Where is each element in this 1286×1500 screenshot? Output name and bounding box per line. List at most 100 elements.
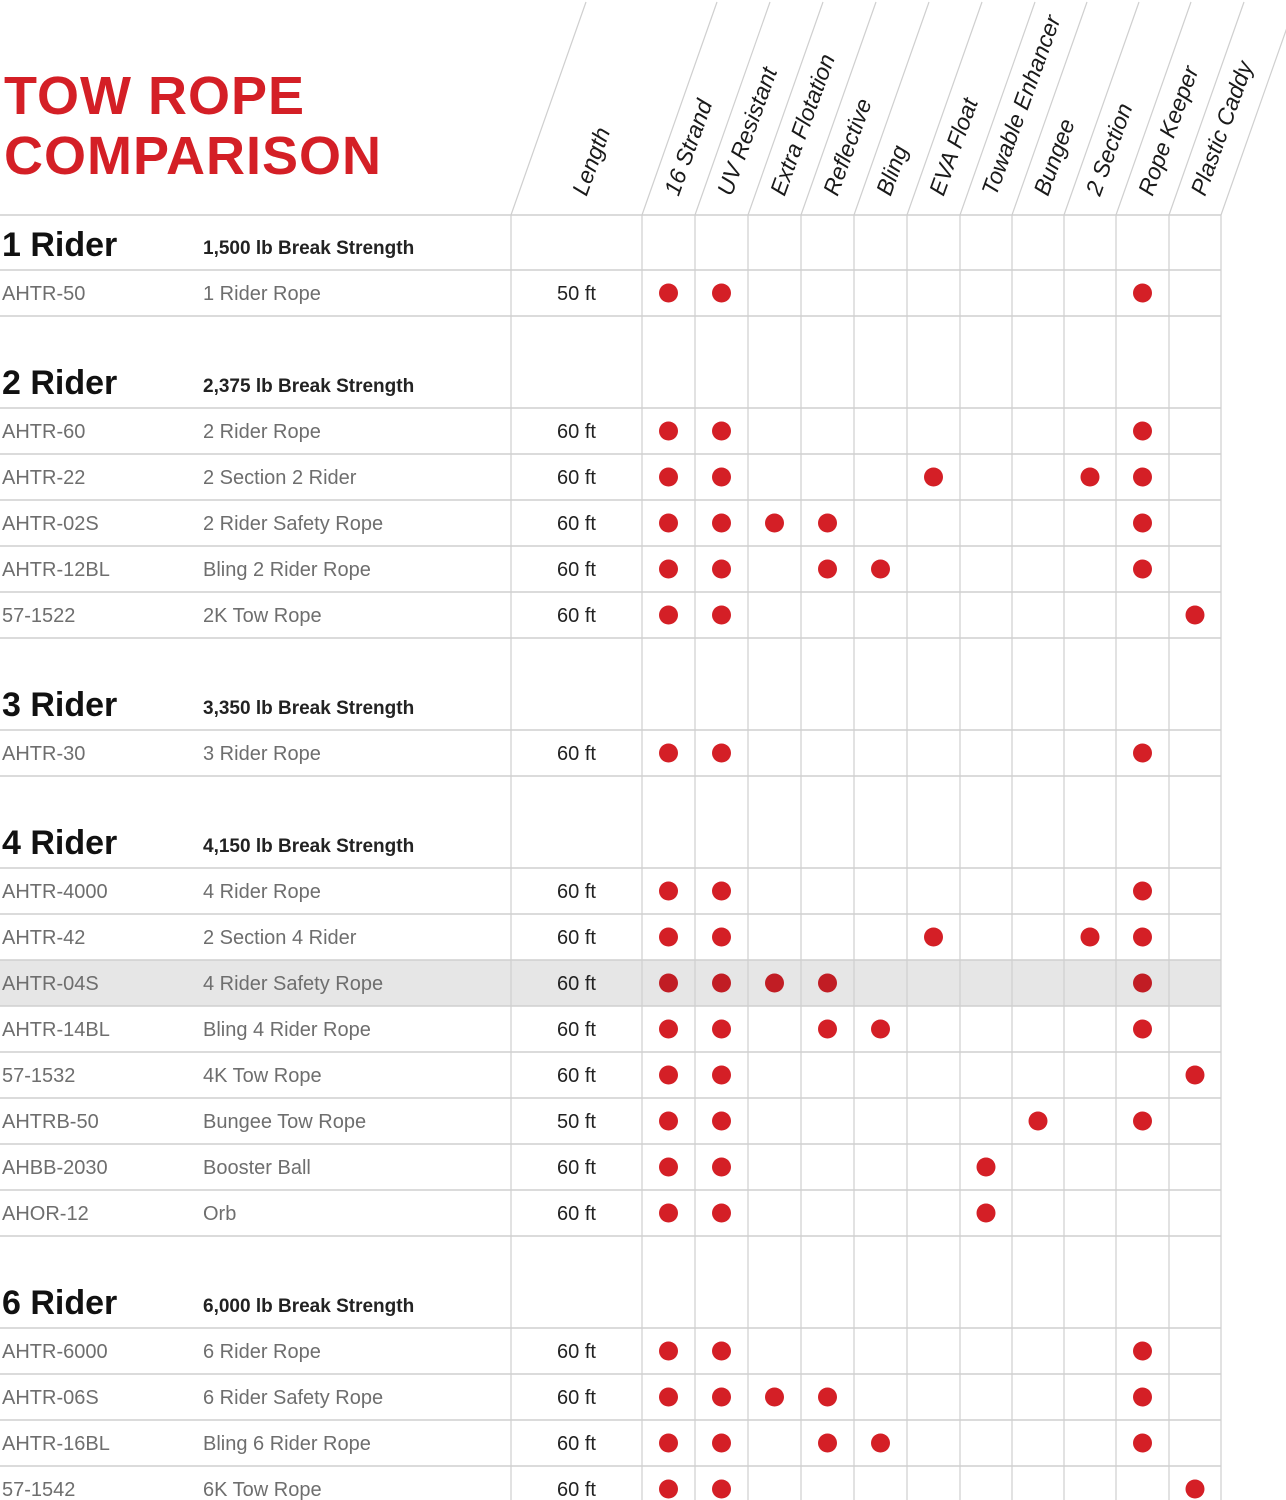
header-divider	[641, 1, 718, 216]
feature-dot	[871, 559, 890, 579]
feature-dot	[659, 1019, 678, 1039]
feature-dot	[659, 881, 678, 901]
feature-dot	[659, 1065, 678, 1085]
feature-dot	[659, 927, 678, 947]
product-name: 4 Rider Safety Rope	[203, 973, 383, 995]
feature-dot	[712, 1387, 731, 1407]
title-line-1: TOW ROPE	[4, 66, 306, 126]
product-code: AHTR-30	[2, 743, 85, 765]
product-name: 2 Rider Rope	[203, 421, 321, 443]
group-strength: 6,000 lb Break Strength	[203, 1296, 414, 1317]
feature-dot	[659, 513, 678, 533]
column-header: 2 Section	[1080, 100, 1138, 200]
header-divider	[906, 1, 983, 216]
table-row: AHTR-42 2 Section 4 Rider 60 ft	[2, 927, 1152, 949]
group-title: 6 Rider	[2, 1284, 117, 1322]
feature-dot	[712, 1111, 731, 1131]
table-row: AHTR-6000 6 Rider Rope 60 ft	[2, 1341, 1152, 1363]
highlighted-row-band	[0, 960, 1221, 1006]
product-code: AHOR-12	[2, 1203, 89, 1225]
product-length: 60 ft	[557, 1387, 596, 1409]
feature-dot	[712, 1203, 731, 1223]
group-title: 3 Rider	[2, 686, 117, 724]
product-name: Bling 4 Rider Rope	[203, 1019, 371, 1041]
product-name: Booster Ball	[203, 1157, 311, 1179]
feature-dot	[765, 513, 784, 533]
table-row: AHTR-04S 4 Rider Safety Rope 60 ft	[2, 973, 1152, 995]
row-lines	[0, 214, 1221, 1467]
feature-dot	[712, 513, 731, 533]
feature-dot	[1133, 559, 1152, 579]
feature-dot	[659, 1433, 678, 1453]
feature-dot	[1185, 1479, 1205, 1499]
product-code: AHTR-4000	[2, 881, 108, 903]
product-code: AHTR-02S	[2, 513, 99, 535]
product-name: 6K Tow Rope	[203, 1479, 322, 1500]
product-name: 2K Tow Rope	[203, 605, 322, 627]
table-row: 57-1542 6K Tow Rope 60 ft	[2, 1479, 1205, 1500]
feature-dot	[712, 1341, 731, 1361]
product-name: 2 Rider Safety Rope	[203, 513, 383, 535]
feature-dot	[659, 973, 678, 993]
column-header: 16 Strand	[659, 95, 718, 199]
table-row: AHTR-60 2 Rider Rope 60 ft	[2, 421, 1152, 443]
feature-dot	[1133, 973, 1152, 993]
header-divider	[694, 1, 771, 216]
header-divider	[747, 1, 824, 216]
product-name: 2 Section 4 Rider	[203, 927, 357, 949]
feature-dot	[1133, 1433, 1152, 1453]
table-row: AHTR-16BL Bling 6 Rider Rope 60 ft	[2, 1433, 1152, 1455]
column-header: Reflective	[818, 95, 877, 199]
feature-dot	[712, 421, 731, 441]
feature-dot	[712, 283, 731, 303]
feature-dot	[1185, 1065, 1205, 1085]
column-lines	[510, 215, 1222, 1500]
group-strength: 2,375 lb Break Strength	[203, 376, 414, 397]
feature-dot	[659, 559, 678, 579]
feature-dot	[1133, 1387, 1152, 1407]
table-row: 57-1532 4K Tow Rope 60 ft	[2, 1065, 1205, 1087]
column-header: Length	[567, 124, 615, 199]
feature-dot	[1133, 881, 1152, 901]
group-strength: 1,500 lb Break Strength	[203, 238, 414, 259]
table-row: AHTR-30 3 Rider Rope 60 ft	[2, 743, 1152, 765]
table-row: AHOR-12 Orb 60 ft	[2, 1203, 996, 1225]
group-title: 4 Rider	[2, 824, 117, 862]
product-code: AHTR-6000	[2, 1341, 108, 1363]
product-length: 60 ft	[557, 1203, 596, 1225]
feature-dot	[659, 1479, 678, 1499]
table-row: AHBB-2030 Booster Ball 60 ft	[2, 1157, 996, 1179]
product-code: 57-1542	[2, 1479, 75, 1500]
column-header: Bungee	[1028, 115, 1080, 198]
feature-dot	[659, 743, 678, 763]
product-length: 60 ft	[557, 1019, 596, 1041]
feature-dot	[818, 1387, 837, 1407]
product-length: 60 ft	[557, 927, 596, 949]
product-length: 60 ft	[557, 421, 596, 443]
header-divider	[510, 1, 587, 216]
product-length: 60 ft	[557, 1433, 596, 1455]
feature-dot	[1133, 283, 1152, 303]
product-code: AHTR-12BL	[2, 559, 110, 581]
feature-dot	[1133, 467, 1152, 487]
product-code: AHBB-2030	[2, 1157, 108, 1179]
feature-dot	[712, 743, 731, 763]
feature-dot	[659, 605, 678, 625]
table-row: AHTR-02S 2 Rider Safety Rope 60 ft	[2, 513, 1152, 535]
product-code: AHTR-50	[2, 283, 85, 305]
column-header-dividers	[510, 1, 1286, 216]
header-divider	[1063, 1, 1140, 216]
feature-dot	[659, 1157, 678, 1177]
product-name: 4 Rider Rope	[203, 881, 321, 903]
feature-dot	[818, 1019, 837, 1039]
group-strength: 4,150 lb Break Strength	[203, 836, 414, 857]
feature-dot	[659, 1111, 678, 1131]
feature-dot	[924, 927, 943, 947]
feature-dot	[765, 973, 784, 993]
product-name: 3 Rider Rope	[203, 743, 321, 765]
table-rows: AHTR-50 1 Rider Rope 50 ft AHTR-60 2 Rider R…	[2, 283, 1205, 1500]
feature-dot	[1133, 1019, 1152, 1039]
table-row: AHTR-22 2 Section 2 Rider 60 ft	[2, 467, 1152, 489]
product-length: 60 ft	[557, 1157, 596, 1179]
